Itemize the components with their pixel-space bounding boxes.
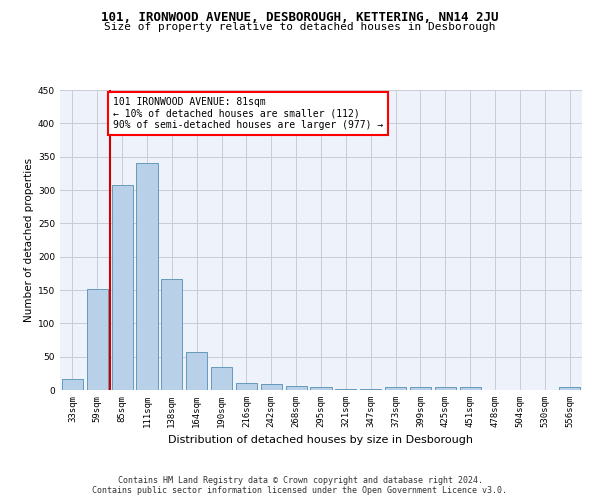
Bar: [62, 380, 83, 390]
Bar: [136, 164, 158, 390]
X-axis label: Distribution of detached houses by size in Desborough: Distribution of detached houses by size …: [169, 436, 473, 446]
Bar: [186, 352, 207, 390]
Y-axis label: Number of detached properties: Number of detached properties: [24, 158, 34, 322]
Bar: [161, 278, 182, 390]
Bar: [460, 386, 481, 390]
Bar: [112, 186, 133, 390]
Bar: [261, 384, 282, 390]
Text: 101 IRONWOOD AVENUE: 81sqm
← 10% of detached houses are smaller (112)
90% of sem: 101 IRONWOOD AVENUE: 81sqm ← 10% of deta…: [113, 96, 383, 130]
Bar: [87, 288, 108, 390]
Bar: [286, 386, 307, 390]
Bar: [211, 366, 232, 390]
Bar: [385, 386, 406, 390]
Text: Contains HM Land Registry data © Crown copyright and database right 2024.
Contai: Contains HM Land Registry data © Crown c…: [92, 476, 508, 495]
Bar: [335, 388, 356, 390]
Bar: [410, 386, 431, 390]
Bar: [236, 384, 257, 390]
Bar: [559, 388, 580, 390]
Bar: [360, 388, 381, 390]
Bar: [435, 386, 456, 390]
Bar: [310, 388, 332, 390]
Text: 101, IRONWOOD AVENUE, DESBOROUGH, KETTERING, NN14 2JU: 101, IRONWOOD AVENUE, DESBOROUGH, KETTER…: [101, 11, 499, 24]
Text: Size of property relative to detached houses in Desborough: Size of property relative to detached ho…: [104, 22, 496, 32]
